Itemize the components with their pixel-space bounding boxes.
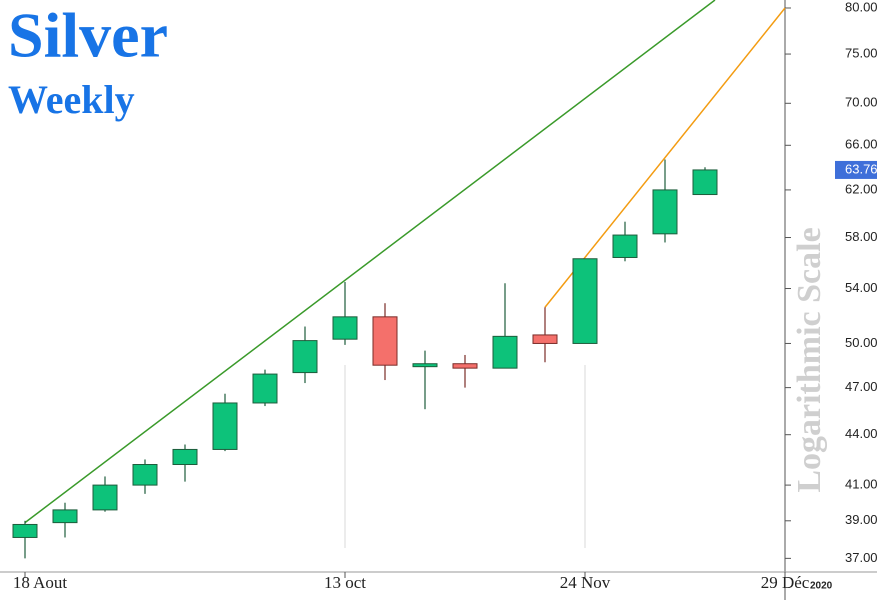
y-tick-label: 50.00	[845, 335, 877, 350]
trendline	[544, 7, 786, 308]
candle-body	[572, 258, 598, 344]
chart-title: Silver	[8, 0, 168, 71]
y-tick-label: 41.00	[845, 477, 877, 492]
x-tick-label: 18 Aout	[13, 573, 68, 592]
candle-body	[252, 373, 278, 404]
chart-subtitle: Weekly	[8, 77, 135, 122]
candle-body	[132, 464, 158, 486]
y-tick-label: 70.00	[845, 95, 877, 110]
trendline	[24, 0, 716, 524]
y-tick-label: 39.00	[845, 512, 877, 527]
candle-body	[452, 363, 478, 369]
x-tick-label: 13 oct	[324, 573, 366, 592]
candle-body	[92, 484, 118, 511]
y-tick-label: 66.00	[845, 137, 877, 152]
candle-body	[12, 523, 38, 538]
year-label: 2020	[810, 581, 833, 592]
y-tick-label: 47.00	[845, 379, 877, 394]
y-tick-label: 75.00	[845, 45, 877, 60]
candle-body	[212, 402, 238, 450]
y-axis-label: Logarithmic Scale	[791, 227, 828, 492]
y-tick-label: 44.00	[845, 426, 877, 441]
y-tick-label: 54.00	[845, 280, 877, 295]
y-tick-label: 80.00	[845, 0, 877, 14]
y-tick-label: 62.00	[845, 181, 877, 196]
candle-body	[372, 316, 398, 366]
candle-body	[652, 189, 678, 235]
candle-body	[532, 334, 558, 344]
candle-body	[412, 363, 438, 368]
y-tick-label: 37.00	[845, 550, 877, 565]
price-tag-label: 63.76	[845, 161, 877, 176]
candle-body	[52, 509, 78, 524]
candle-body	[692, 169, 718, 196]
x-tick-label: 29 Déc	[761, 573, 810, 592]
candle-body	[612, 234, 638, 258]
candle-body	[292, 340, 318, 374]
candle-body	[492, 335, 518, 369]
price-tag	[835, 160, 877, 179]
candle-body	[332, 316, 358, 340]
x-tick-label: 24 Nov	[560, 573, 611, 592]
y-tick-label: 58.00	[845, 229, 877, 244]
candle-body	[172, 448, 198, 466]
